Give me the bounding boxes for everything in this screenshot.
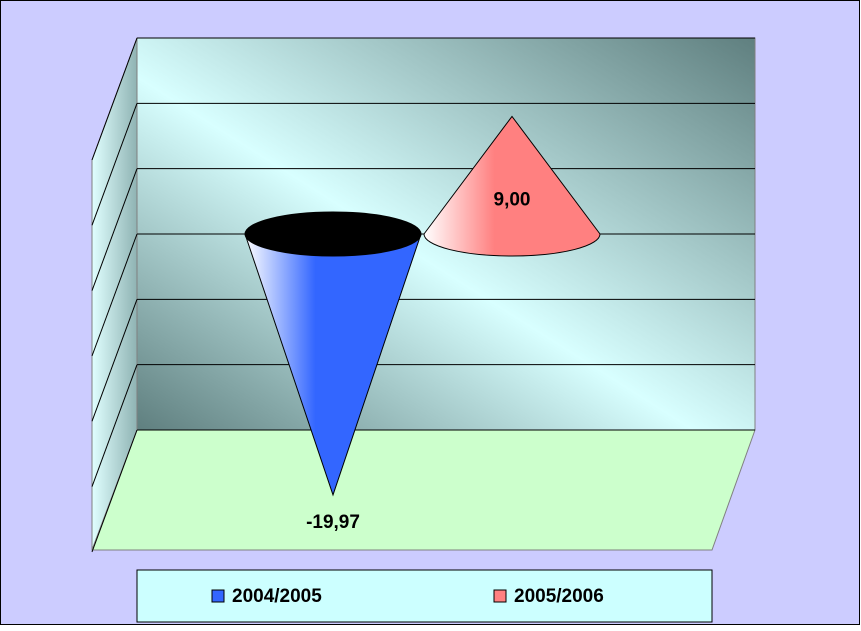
legend-swatch [493,589,507,603]
side-grid-line [91,429,138,553]
legend-label: 2004/2005 [232,586,322,607]
legend-swatch [211,589,225,603]
value-label: -19,97 [306,512,360,533]
side-grid-line [91,37,138,161]
side-grid-line [91,168,138,291]
side-grid-line [91,103,138,226]
value-label: 9,00 [494,189,531,210]
side-grid-line [91,364,138,487]
floor [91,429,756,551]
cone [423,115,601,257]
side-grid-line [91,233,138,357]
legend [136,569,713,623]
side-grid-line [91,299,138,422]
cone-base [244,211,422,257]
legend-label: 2005/2006 [514,586,604,607]
